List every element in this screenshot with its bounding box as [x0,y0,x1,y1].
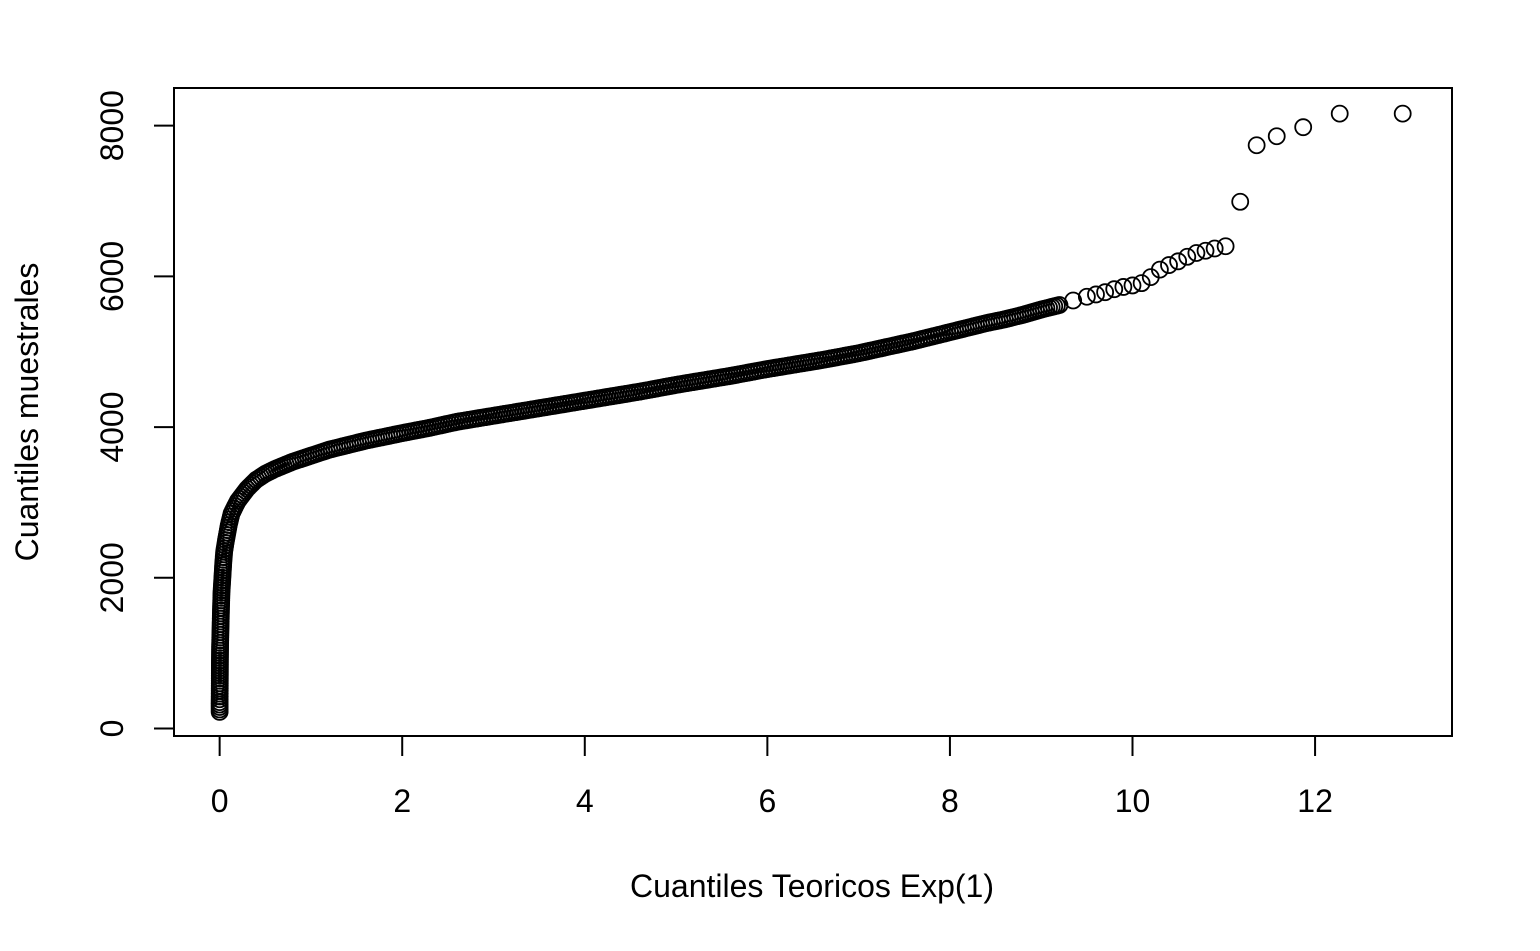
x-axis-label: Cuantiles Teoricos Exp(1) [630,868,994,904]
data-point [1150,260,1169,279]
data-point [1123,276,1142,295]
x-axis: 0 2 4 6 8 10 12 [211,735,1333,819]
plot-box [173,87,1453,737]
x-tick-label: 12 [1297,783,1333,819]
data-point [1231,192,1250,211]
data-point [1205,239,1224,258]
data-point [1114,278,1133,296]
y-tick-label: 8000 [94,90,130,161]
data-point [1087,285,1105,304]
data-point [1178,247,1197,266]
data-point [1196,241,1215,260]
data-point [1096,283,1115,302]
data-point [1132,274,1151,293]
x-tick-label: 6 [758,783,776,819]
x-tick-label: 2 [393,783,411,819]
data-point [1330,104,1349,123]
data-points [210,104,1412,721]
x-tick-label: 8 [941,783,959,819]
y-tick-label: 0 [94,720,130,738]
data-point [1267,127,1286,146]
data-point [1105,280,1124,299]
y-axis: 0 2000 4000 6000 8000 [94,90,175,738]
data-point [1169,252,1188,271]
data-point [1160,256,1178,274]
data-point [1064,291,1083,310]
x-tick-label: 0 [211,783,229,819]
y-tick-label: 4000 [94,391,130,462]
data-point [1216,237,1235,256]
y-tick-label: 6000 [94,241,130,312]
y-axis-label: Cuantiles muestrales [9,263,45,562]
x-tick-label: 4 [576,783,594,819]
x-tick-label: 10 [1115,783,1151,819]
y-tick-label: 2000 [94,542,130,613]
data-point [1294,118,1313,137]
data-point [1247,136,1266,155]
data-point [1393,104,1412,123]
data-point [1187,244,1206,262]
data-point [1077,287,1096,306]
